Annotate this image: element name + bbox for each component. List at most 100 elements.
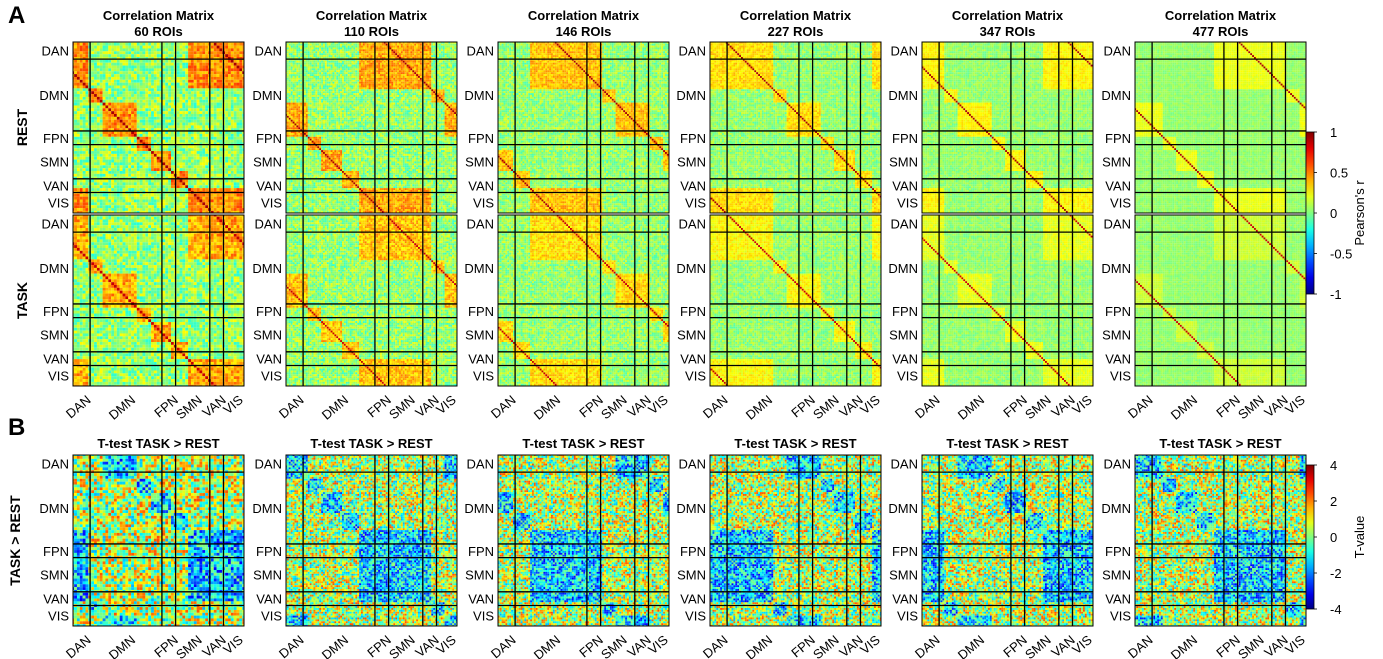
heatmap-cells [498, 455, 669, 626]
corr-colorbar-ticklabel-4: -1 [1330, 287, 1342, 302]
xtick-VIS-1-2: VIS [433, 632, 459, 657]
heatmap-cells [710, 215, 881, 386]
heatmap-cells [73, 455, 244, 626]
ytick-DMN-2-0: DMN [464, 88, 494, 103]
xtick-VIS-0-2: VIS [220, 632, 246, 657]
ytick-DAN-1-1: DAN [255, 217, 282, 232]
ytick-DMN-0-2: DMN [39, 501, 69, 516]
panel-frame [921, 214, 1094, 387]
panel-frame [1134, 214, 1307, 387]
row-label-1: TASK [14, 282, 30, 319]
heatmap-panel-1-0: DAN DMN FPN SMN VAN VIS [252, 41, 458, 214]
corr-subtitle-3: 227 ROIs [768, 24, 824, 39]
tval-colorbar-ticklabel-2: 0 [1330, 530, 1337, 545]
ttest-title-2: T-test TASK > REST [522, 436, 644, 451]
xtick-DAN-1-2: DAN [276, 632, 307, 659]
ytick-VAN-4-1: VAN [892, 352, 918, 367]
ytick-DAN-1-0: DAN [255, 44, 282, 59]
ytick-FPN-4-1: FPN [892, 304, 918, 319]
xtick-VIS-2-1: VIS [645, 392, 671, 417]
ytick-VAN-2-1: VAN [468, 352, 494, 367]
panel-frame [72, 214, 245, 387]
ytick-VAN-0-2: VAN [43, 592, 69, 607]
xtick-DAN-2-1: DAN [488, 392, 519, 421]
heatmap-cells [1135, 42, 1306, 213]
ytick-SMN-5-0: SMN [1102, 155, 1131, 170]
xtick-VIS-2-2: VIS [645, 632, 671, 657]
ytick-DMN-1-0: DMN [252, 88, 282, 103]
ytick-VAN-5-1: VAN [1105, 352, 1131, 367]
ytick-DAN-2-2: DAN [467, 457, 494, 472]
xtick-DMN-1-1: DMN [319, 392, 351, 423]
ytick-DMN-0-0: DMN [39, 88, 69, 103]
tval-colorbar: 4 2 0 -2 -4 T-value [1305, 458, 1367, 617]
panel-frame [497, 41, 670, 214]
ytick-DAN-0-2: DAN [42, 457, 69, 472]
ttest-title-4: T-test TASK > REST [946, 436, 1068, 451]
heatmap-cells [286, 42, 457, 213]
row-label-2: TASK > REST [7, 495, 23, 586]
ytick-SMN-2-0: SMN [465, 155, 494, 170]
panel-frame [285, 454, 458, 627]
ytick-VAN-4-0: VAN [892, 179, 918, 194]
ytick-DAN-3-0: DAN [679, 44, 706, 59]
xtick-DAN-5-1: DAN [1125, 392, 1156, 421]
ytick-SMN-5-2: SMN [1102, 568, 1131, 583]
corr-title-2: Correlation Matrix [528, 8, 640, 23]
xtick-VIS-3-1: VIS [857, 392, 883, 417]
ytick-FPN-2-1: FPN [468, 304, 494, 319]
ytick-FPN-1-1: FPN [256, 304, 282, 319]
ytick-VIS-0-0: VIS [48, 196, 69, 211]
tval-colorbar-ticklabel-4: -4 [1330, 602, 1342, 617]
tval-colorbar-ticklabel-0: 4 [1330, 458, 1337, 473]
panel-frame [1134, 41, 1307, 214]
ttest-title-0: T-test TASK > REST [97, 436, 219, 451]
ytick-VIS-3-2: VIS [685, 609, 706, 624]
xtick-DMN-5-2: DMN [1168, 632, 1200, 659]
ytick-DMN-2-2: DMN [464, 501, 494, 516]
heatmap-cells [1135, 455, 1306, 626]
heatmap-cells [922, 455, 1093, 626]
xtick-DMN-0-2: DMN [106, 632, 138, 659]
ytick-DMN-3-0: DMN [676, 88, 706, 103]
corr-title-0: Correlation Matrix [103, 8, 215, 23]
heatmap-panel-4-0: DAN DMN FPN SMN VAN VIS [888, 41, 1094, 214]
corr-colorbar-ticklabel-3: -0.5 [1330, 247, 1352, 262]
heatmap-cells [286, 455, 457, 626]
xtick-DAN-3-1: DAN [700, 392, 731, 421]
xtick-DAN-0-2: DAN [63, 632, 94, 659]
xtick-VIS-3-2: VIS [857, 632, 883, 657]
ytick-VAN-1-0: VAN [256, 179, 282, 194]
xtick-DAN-2-2: DAN [488, 632, 519, 659]
row-label-0: REST [14, 108, 30, 146]
ttest-title-3: T-test TASK > REST [734, 436, 856, 451]
panel-frame [709, 454, 882, 627]
ytick-DAN-2-0: DAN [467, 44, 494, 59]
corr-colorbar: 1 0.5 0 -0.5 -1 Pearson's r [1305, 125, 1367, 302]
ytick-VIS-1-1: VIS [261, 369, 282, 384]
ytick-VIS-0-2: VIS [48, 609, 69, 624]
ytick-VAN-1-2: VAN [256, 592, 282, 607]
ytick-DAN-4-2: DAN [891, 457, 918, 472]
corr-title-1: Correlation Matrix [316, 8, 428, 23]
ytick-VIS-1-2: VIS [261, 609, 282, 624]
ytick-SMN-4-0: SMN [889, 155, 918, 170]
panel-frame [497, 454, 670, 627]
ytick-VIS-3-0: VIS [685, 196, 706, 211]
ytick-DMN-1-1: DMN [252, 261, 282, 276]
ytick-SMN-3-1: SMN [677, 328, 706, 343]
ytick-FPN-4-2: FPN [892, 544, 918, 559]
heatmap-cells [286, 215, 457, 386]
ytick-SMN-1-0: SMN [253, 155, 282, 170]
corr-colorbar-ticklabel-1: 0.5 [1330, 166, 1348, 181]
ytick-VAN-4-2: VAN [892, 592, 918, 607]
ytick-VAN-3-0: VAN [680, 179, 706, 194]
heatmap-panel-5-0: DAN DMN FPN SMN VAN VIS [1101, 41, 1307, 214]
heatmap-cells [710, 42, 881, 213]
ytick-SMN-1-1: SMN [253, 328, 282, 343]
ytick-DAN-2-1: DAN [467, 217, 494, 232]
